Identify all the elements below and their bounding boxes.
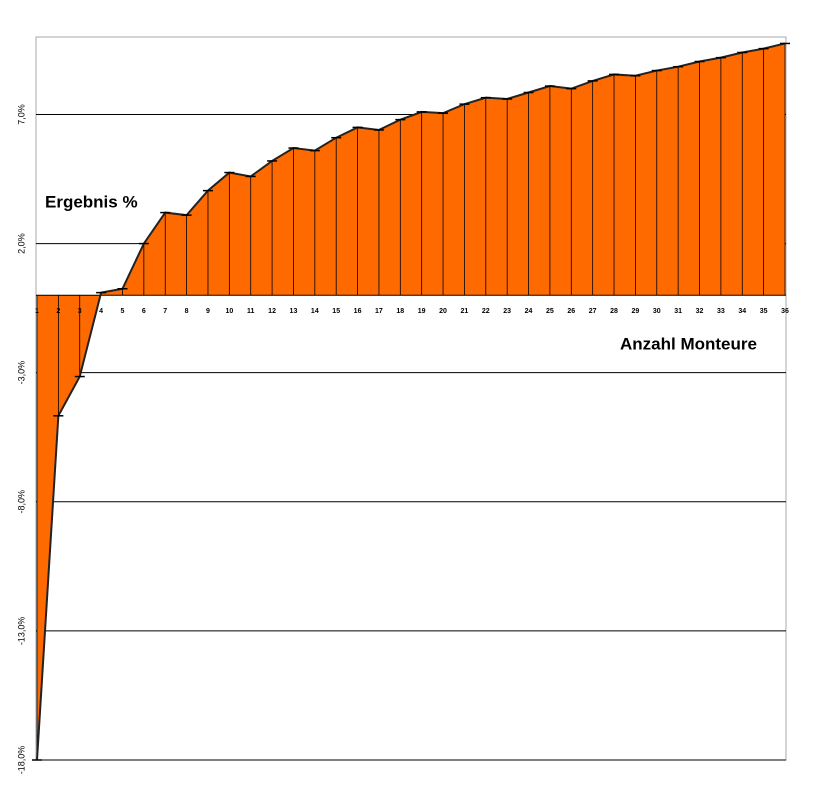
x-tick-label: 32 — [696, 308, 704, 315]
x-tick-label: 14 — [311, 308, 319, 315]
y-tick-label: -3,0% — [16, 361, 26, 385]
x-tick-label: 21 — [461, 308, 469, 315]
x-tick-label: 28 — [610, 308, 618, 315]
y-tick-label: 7,0% — [16, 104, 26, 125]
x-tick-label: 12 — [268, 308, 276, 315]
x-tick-label: 16 — [354, 308, 362, 315]
x-tick-label: 26 — [567, 308, 575, 315]
x-tick-label: 1 — [35, 308, 39, 315]
x-tick-label: 23 — [503, 308, 511, 315]
x-tick-label: 31 — [674, 308, 682, 315]
x-tick-label: 27 — [589, 308, 597, 315]
x-tick-label: 18 — [396, 308, 404, 315]
x-tick-label: 30 — [653, 308, 661, 315]
y-tick-label: -18,0% — [16, 746, 26, 775]
y-axis-title: Ergebnis % — [45, 192, 138, 211]
x-tick-label: 9 — [206, 308, 210, 315]
x-tick-label: 25 — [546, 308, 554, 315]
x-tick-label: 4 — [99, 308, 103, 315]
x-tick-label: 19 — [418, 308, 426, 315]
x-tick-label: 36 — [781, 308, 789, 315]
x-tick-label: 35 — [760, 308, 768, 315]
x-tick-label: 3 — [78, 308, 82, 315]
x-axis-title: Anzahl Monteure — [620, 334, 757, 353]
x-tick-label: 11 — [247, 308, 255, 315]
x-tick-label: 8 — [185, 308, 189, 315]
y-tick-label: -13,0% — [16, 617, 26, 646]
plot: -18,0%-13,0%-8,0%-3,0%2,0%7,0%1 2 3 4 5 6 7 8 9 1… — [16, 36, 790, 775]
x-tick-label: 7 — [163, 308, 167, 315]
y-tick-label: -8,0% — [16, 490, 26, 514]
x-tick-label: 22 — [482, 308, 490, 315]
x-tick-label: 10 — [225, 308, 233, 315]
x-tick-label: 17 — [375, 308, 383, 315]
x-tick-label: 24 — [525, 308, 533, 315]
x-tick-label: 2 — [56, 308, 60, 315]
area — [37, 43, 785, 760]
x-tick-label: 13 — [290, 308, 298, 315]
x-tick-label: 29 — [632, 308, 640, 315]
x-tick-label: 5 — [121, 308, 125, 315]
x-tick-label: 6 — [142, 308, 146, 315]
x-tick-label: 33 — [717, 308, 725, 315]
x-tick-label: 15 — [332, 308, 340, 315]
y-tick-label: 2,0% — [16, 233, 26, 254]
x-tick-label: 20 — [439, 308, 447, 315]
x-tick-label: 34 — [738, 308, 746, 315]
